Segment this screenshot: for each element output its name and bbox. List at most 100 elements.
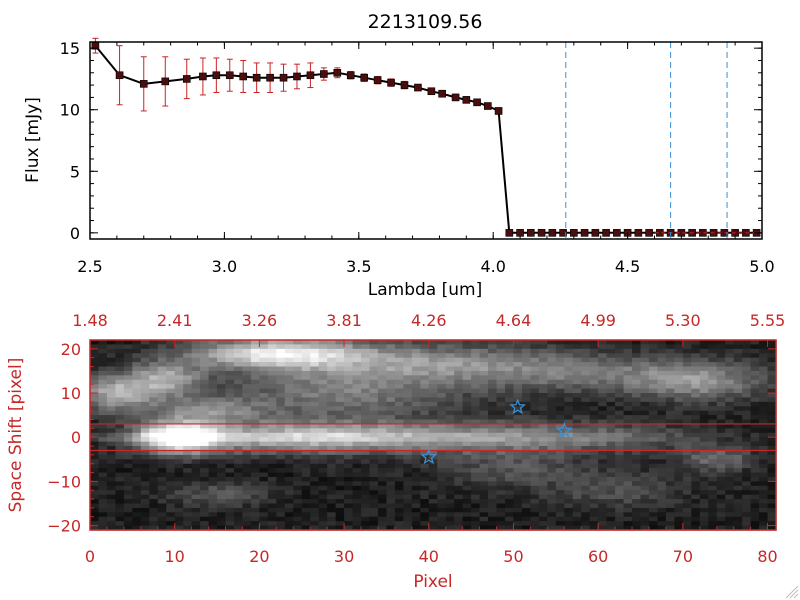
heatmap-pixel (555, 450, 565, 456)
heatmap-pixel (411, 441, 421, 447)
resize-grip-icon[interactable] (785, 585, 799, 599)
heatmap-pixel (479, 379, 489, 385)
heatmap-pixel (157, 393, 167, 399)
flux-point (225, 71, 234, 80)
heatmap-pixel (725, 397, 735, 403)
heatmap-pixel (394, 472, 404, 478)
heatmap-pixel (547, 512, 557, 518)
heatmap-pixel (301, 516, 311, 522)
heatmap-pixel (767, 503, 777, 509)
heatmap-pixel (157, 348, 167, 354)
heatmap-pixel (90, 485, 100, 491)
heatmap-pixel (454, 521, 464, 527)
heatmap-pixel (445, 428, 455, 434)
heatmap-pixel (335, 468, 345, 474)
heatmap-pixel (572, 512, 582, 518)
heatmap-pixel (403, 393, 413, 399)
heatmap-pixel (682, 476, 692, 482)
heatmap-pixel (555, 472, 565, 478)
heatmap-pixel (750, 481, 760, 487)
heatmap-pixel (581, 468, 591, 474)
heatmap-pixel (157, 353, 167, 359)
heatmap-pixel (98, 357, 108, 363)
heatmap-pixel (598, 525, 608, 531)
heatmap-pixel (615, 340, 625, 346)
heatmap-pixel (640, 446, 650, 452)
heatmap-pixel (759, 503, 769, 509)
heatmap-pixel (589, 459, 599, 465)
heatmap-pixel (115, 481, 125, 487)
heatmap-pixel (708, 344, 718, 350)
heatmap-pixel (615, 459, 625, 465)
heatmap-pixel (183, 353, 193, 359)
heatmap-pixel (632, 379, 642, 385)
heatmap-pixel (301, 428, 311, 434)
heatmap-pixel (335, 423, 345, 429)
heatmap-pixel (615, 393, 625, 399)
heatmap-pixel (716, 512, 726, 518)
heatmap-pixel (504, 441, 515, 447)
heatmap-pixel (250, 375, 260, 381)
heatmap-pixel (682, 379, 692, 385)
heatmap-pixel (183, 512, 193, 518)
heatmap-pixel (504, 512, 515, 518)
heatmap-pixel (157, 419, 167, 425)
heatmap-pixel (250, 463, 260, 469)
heatmap-pixel (665, 348, 675, 354)
heatmap-pixel (386, 406, 396, 412)
heatmap-pixel (293, 340, 303, 346)
heatmap-pixel (132, 415, 142, 421)
heatmap-pixel (665, 450, 675, 456)
heatmap-pixel (589, 344, 599, 350)
heatmap-pixel (377, 441, 388, 447)
heatmap-pixel (615, 472, 625, 478)
heatmap-pixel (191, 362, 201, 368)
heatmap-pixel (335, 432, 345, 438)
heatmap-pixel (513, 410, 523, 416)
heatmap-pixel (767, 419, 777, 425)
heatmap-pixel (335, 388, 345, 394)
heatmap-pixel (98, 340, 108, 346)
heatmap-pixel (90, 432, 100, 438)
heatmap-pixel (140, 481, 150, 487)
heatmap-pixel (750, 441, 760, 447)
heatmap-pixel (140, 454, 150, 460)
heatmap-pixel (699, 419, 709, 425)
heatmap-pixel (140, 437, 150, 443)
heatmap-pixel (327, 454, 337, 460)
heatmap-pixel (555, 419, 565, 425)
heatmap-pixel (716, 476, 726, 482)
heatmap-pixel (733, 454, 743, 460)
heatmap-pixel (115, 432, 125, 438)
heatmap-pixel (674, 446, 684, 452)
heatmap-pixel (411, 348, 421, 354)
heatmap-pixel (123, 468, 133, 474)
heatmap-pixel (386, 375, 396, 381)
heatmap-pixel (488, 353, 498, 359)
heatmap-pixel (462, 454, 472, 460)
heatmap-pixel (479, 494, 489, 500)
heatmap-pixel (725, 393, 735, 399)
heatmap-pixel (183, 423, 193, 429)
heatmap-pixel (454, 446, 464, 452)
heatmap-pixel (708, 490, 718, 496)
heatmap-pixel (242, 499, 252, 505)
heatmap-pixel (250, 370, 260, 376)
heatmap-pixel (750, 454, 760, 460)
heatmap-pixel (149, 397, 159, 403)
heatmap-pixel (394, 485, 404, 491)
heatmap-pixel (174, 340, 184, 346)
heatmap-pixel (767, 388, 777, 394)
heatmap-pixel (504, 507, 515, 513)
heatmap-pixel (98, 379, 108, 385)
heatmap-pixel (504, 406, 515, 412)
heatmap-pixel (276, 397, 286, 403)
heatmap-pixel (284, 370, 294, 376)
heatmap-pixel (166, 490, 176, 496)
heatmap-pixel (665, 485, 675, 491)
wavelength-tick-label: 5.30 (665, 311, 701, 330)
heatmap-pixel (217, 481, 227, 487)
heatmap-pixel (166, 353, 176, 359)
heatmap-pixel (191, 397, 201, 403)
heatmap-pixel (98, 397, 108, 403)
